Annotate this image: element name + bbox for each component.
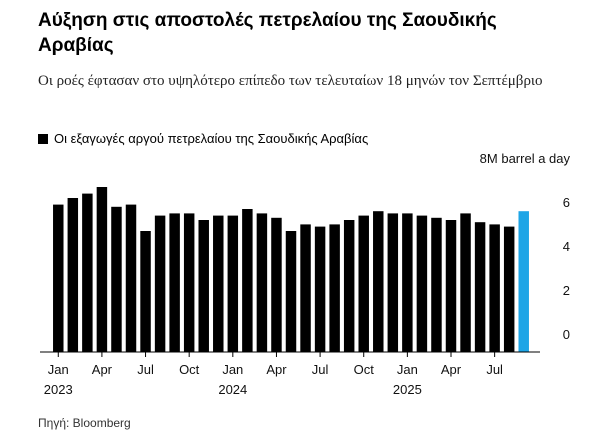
bar	[474, 222, 486, 352]
legend: Οι εξαγωγές αργού πετρελαίου της Σαουδικ…	[38, 131, 368, 146]
bar	[431, 217, 442, 352]
y-tick-label: 4	[563, 239, 570, 254]
bar	[242, 209, 253, 352]
x-year-label: 2024	[218, 382, 247, 397]
x-tick-label: Oct	[179, 362, 200, 377]
chart-subtitle: Οι ροές έφτασαν στο υψηλότερο επίπεδο τω…	[38, 73, 543, 89]
bar	[111, 206, 122, 352]
x-tick-label: Jan	[222, 362, 243, 377]
x-tick-label: Jul	[137, 362, 154, 377]
bar	[53, 204, 64, 352]
y-tick-label: 8M barrel a day	[480, 151, 571, 166]
chart-title: Αύξηση στις αποστολές πετρελαίου της Σαο…	[38, 10, 497, 56]
bar	[285, 231, 297, 352]
bar	[169, 213, 180, 352]
bar	[518, 211, 529, 352]
x-tick-label: Jul	[312, 362, 329, 377]
bar	[373, 211, 384, 352]
bar	[96, 187, 108, 352]
bar	[343, 220, 355, 352]
x-tick-label: Apr	[266, 362, 287, 377]
bar	[183, 213, 195, 352]
bar	[387, 213, 399, 352]
x-tick-label: Apr	[92, 362, 113, 377]
bar	[198, 220, 209, 352]
bar	[460, 213, 471, 352]
bar	[503, 226, 515, 352]
legend-label: Οι εξαγωγές αργού πετρελαίου της Σαουδικ…	[54, 131, 369, 146]
bar	[314, 226, 326, 352]
bar	[416, 215, 428, 352]
x-tick-label: Jul	[486, 362, 503, 377]
bar	[358, 215, 369, 352]
bar	[329, 224, 340, 352]
legend-swatch	[38, 133, 48, 144]
bar	[445, 220, 457, 352]
bar	[227, 215, 239, 352]
bar	[489, 224, 500, 352]
x-year-label: 2025	[393, 382, 422, 397]
bar	[140, 231, 151, 352]
bar	[402, 213, 413, 352]
source-note: Πηγή: Bloomberg	[38, 416, 131, 430]
x-year-label: 2023	[44, 382, 73, 397]
bar	[271, 217, 282, 352]
bar	[213, 215, 224, 352]
y-tick-label: 0	[563, 327, 570, 342]
bar	[154, 215, 166, 352]
x-tick-label: Jan	[48, 362, 69, 377]
x-tick-label: Jan	[397, 362, 418, 377]
y-tick-label: 6	[563, 195, 570, 210]
bar	[67, 198, 79, 352]
y-tick-label: 2	[563, 283, 570, 298]
x-tick-label: Apr	[441, 362, 462, 377]
bar	[82, 193, 93, 352]
bar	[256, 213, 268, 352]
x-tick-label: Oct	[354, 362, 375, 377]
bar	[300, 224, 311, 352]
bar	[125, 204, 137, 352]
